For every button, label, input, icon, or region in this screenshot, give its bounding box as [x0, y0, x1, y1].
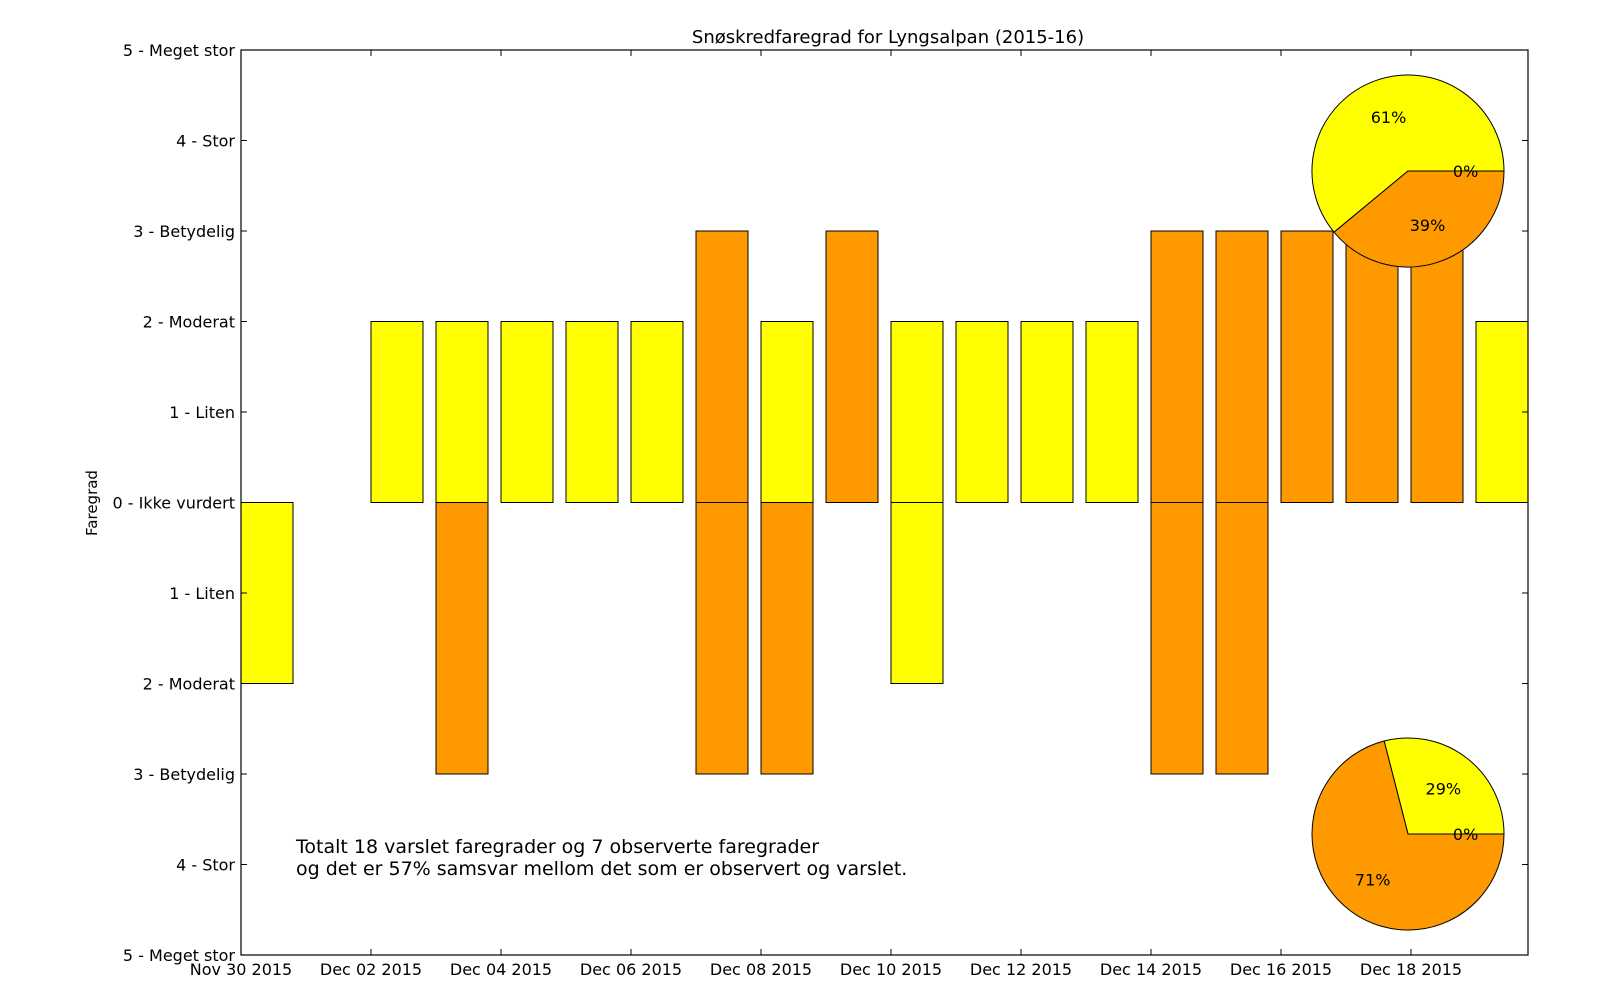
bar-varslet-9 [890, 321, 944, 503]
pie-label-3: 0% [1453, 825, 1478, 844]
x-tick-label: Dec 18 2015 [1360, 960, 1462, 979]
bar-varslet-5 [630, 321, 684, 503]
y-tick-label: 4 - Stor [176, 132, 235, 151]
pies-group: 61% 39% 0% 29% 71% 0% [1311, 74, 1505, 931]
pie-label-2: 71% [1355, 871, 1391, 890]
bar-varslet-16 [1345, 230, 1399, 503]
bar-varslet-15 [1280, 230, 1334, 503]
bar-varslet-1 [370, 321, 424, 503]
chart-title: Snøskredfaregrad for Lyngsalpan (2015-16… [692, 27, 1084, 48]
bar-varslet-12 [1085, 321, 1139, 503]
y-tick-label: 3 - Betydelig [133, 765, 235, 784]
pie-slice-2 [1333, 170, 1505, 268]
ticks-group: 5 - Meget stor 4 - Stor 3 - Betydelig 2 - M… [113, 41, 1528, 979]
pie-label-3: 0% [1453, 162, 1478, 181]
bar-varslet-6 [695, 230, 749, 503]
x-tick-label: Nov 30 2015 [190, 960, 292, 979]
pie-top-right: 61% 39% 0% [1311, 74, 1505, 268]
bar-varslet-3 [500, 321, 554, 503]
bar-observert-2 [435, 502, 489, 775]
bar-varslet-11 [1020, 321, 1074, 503]
bar-varslet-10 [955, 321, 1009, 503]
annotation-text: Totalt 18 varslet faregrader og 7 observ… [295, 836, 907, 880]
bar-observert-6 [1150, 502, 1204, 775]
bar-observert-5 [890, 502, 944, 684]
x-tick-label: Dec 10 2015 [840, 960, 942, 979]
bar-varslet-18 [1475, 321, 1529, 503]
pie-bottom-right: 29% 71% 0% [1311, 737, 1505, 931]
bar-varslet-2 [435, 321, 489, 503]
y-tick-label: 1 - Liten [169, 584, 235, 603]
pie-label-2: 39% [1410, 216, 1446, 235]
x-tick-label: Dec 14 2015 [1100, 960, 1202, 979]
y-tick-label: 5 - Meget stor [123, 41, 236, 60]
y-tick-label: 3 - Betydelig [133, 222, 235, 241]
y-tick-label: 4 - Stor [176, 856, 235, 875]
y-tick-label: 1 - Liten [169, 403, 235, 422]
bar-observert-7 [1215, 502, 1269, 775]
x-tick-label: Dec 02 2015 [320, 960, 422, 979]
pie-label-1: 29% [1426, 780, 1462, 799]
bar-varslet-4 [565, 321, 619, 503]
bar-varslet-7 [760, 321, 814, 503]
annotation-line-2: og det er 57% samsvar mellom det som er … [296, 858, 907, 880]
pie-slice-2 [1311, 740, 1505, 931]
bar-varslet-13 [1150, 230, 1204, 503]
x-tick-label: Dec 04 2015 [450, 960, 552, 979]
bar-observert-3 [695, 502, 749, 775]
pie-label-1: 61% [1371, 108, 1407, 127]
pie-slice-1 [1311, 74, 1505, 233]
y-tick-label: 2 - Moderat [143, 313, 235, 332]
pie-slice-1 [1383, 737, 1505, 835]
bar-observert-1 [240, 502, 294, 684]
y-tick-label: 5 - Meget stor [123, 946, 236, 965]
y-tick-label: 2 - Moderat [143, 675, 235, 694]
x-tick-label: Dec 06 2015 [580, 960, 682, 979]
bar-varslet-17 [1410, 230, 1464, 503]
x-tick-label: Dec 16 2015 [1230, 960, 1332, 979]
y-tick-label: 0 - Ikke vurdert [113, 494, 236, 513]
bar-varslet-14 [1215, 230, 1269, 503]
x-tick-label: Dec 12 2015 [970, 960, 1072, 979]
y-axis-label: Faregrad [83, 470, 101, 536]
bars-group [240, 230, 1529, 775]
bar-varslet-8 [825, 230, 879, 503]
x-tick-label: Dec 08 2015 [710, 960, 812, 979]
annotation-line-1: Totalt 18 varslet faregrader og 7 observ… [295, 836, 819, 858]
bar-observert-4 [760, 502, 814, 775]
